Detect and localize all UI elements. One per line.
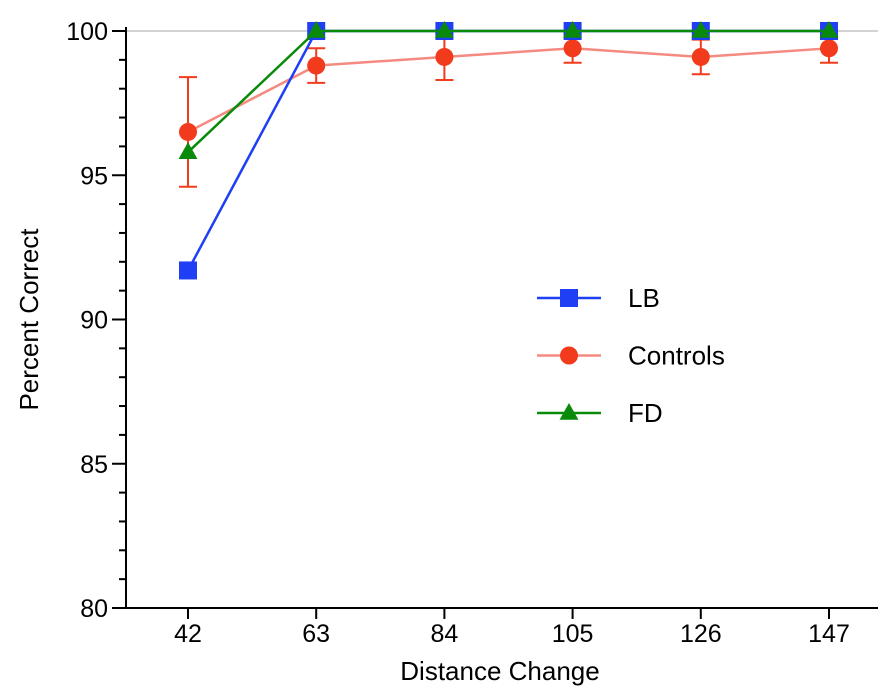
y-tick-label: 85 [80, 451, 108, 479]
y-tick-label: 95 [80, 162, 108, 190]
y-tick-label: 80 [80, 595, 108, 623]
data-point-controls [307, 56, 326, 75]
legend-label: LB [628, 283, 660, 313]
x-tick-label: 147 [808, 620, 850, 648]
legend-marker-lb [560, 289, 578, 307]
data-point-controls [691, 47, 710, 66]
data-point-fd [434, 20, 454, 38]
axes [125, 27, 878, 609]
x-tick-label: 42 [174, 620, 202, 648]
x-tick-label: 63 [302, 620, 330, 648]
x-tick-label: 84 [430, 620, 458, 648]
data-point-controls [563, 39, 582, 58]
legend-label: FD [628, 398, 663, 428]
y-tick-label: 100 [66, 18, 108, 46]
series-controls [179, 32, 838, 188]
data-point-controls [179, 122, 197, 141]
legend-item-controls: Controls [537, 341, 725, 371]
data-point-fd [819, 20, 839, 38]
data-point-lb [179, 261, 197, 280]
series-line-fd [187, 29, 829, 154]
data-point-controls [820, 39, 838, 58]
series-fd [178, 20, 839, 159]
legend-item-fd: FD [537, 398, 663, 428]
legend: LB Controls FD [537, 283, 725, 428]
series-line-lb [186, 29, 829, 272]
legend-marker-controls [560, 346, 578, 365]
series-line-controls [187, 47, 830, 134]
legend-marker-fd [559, 402, 579, 420]
x-axis-title: Distance Change [400, 656, 599, 686]
x-tick-label: 126 [680, 620, 722, 648]
y-ticks: 80 85 90 95 100 [66, 18, 126, 623]
x-tick-label: 105 [552, 620, 594, 648]
legend-item-lb: LB [537, 283, 660, 313]
data-point-fd [178, 142, 198, 159]
y-axis-title: Percent Correct [14, 228, 44, 411]
legend-label: Controls [628, 341, 725, 371]
y-tick-label: 90 [80, 307, 108, 335]
data-point-fd [306, 20, 326, 38]
data-point-fd [691, 20, 711, 38]
x-ticks: 42 63 84 105 126 147 [174, 608, 850, 648]
series-layer [178, 20, 839, 280]
data-point-controls [435, 47, 454, 66]
series-lb [179, 22, 838, 280]
data-point-fd [563, 20, 583, 38]
